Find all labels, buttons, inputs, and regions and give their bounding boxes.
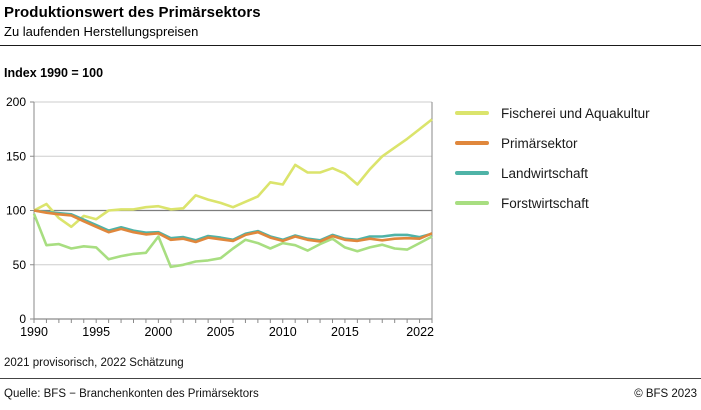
page-subtitle: Zu laufenden Herstellungspreisen [4, 24, 199, 39]
legend-item: Fischerei und Aquakultur [455, 98, 701, 128]
header-divider [0, 45, 701, 46]
chart-footnote: 2021 provisorisch, 2022 Schätzung [4, 357, 184, 369]
y-tick-label: 0 [19, 312, 26, 326]
x-tick-label: 2022 [406, 325, 434, 339]
legend-item: Forstwirtschaft [455, 188, 701, 218]
y-tick-label: 50 [13, 258, 27, 272]
x-tick-label: 2015 [331, 325, 359, 339]
x-tick-label: 1990 [20, 325, 48, 339]
footer-divider [0, 378, 701, 379]
x-tick-label: 2000 [144, 325, 172, 339]
series-line-1 [33, 118, 433, 229]
page-title: Produktionswert des Primärsektors [4, 4, 261, 21]
legend-label: Landwirtschaft [501, 165, 589, 181]
legend-line-swatch [455, 140, 489, 146]
chart-legend: Fischerei und Aquakultur Primärsektor Land… [455, 98, 701, 218]
legend-line-swatch [455, 110, 489, 116]
legend-line-swatch [455, 200, 489, 206]
copyright-note: © BFS 2023 [634, 388, 697, 400]
legend-label: Fischerei und Aquakultur [501, 105, 650, 121]
legend-line-swatch [455, 170, 489, 176]
y-tick-label: 150 [6, 149, 26, 163]
source-note: Quelle: BFS − Branchenkonten des Primärs… [4, 388, 259, 400]
legend-label: Primärsektor [501, 135, 578, 151]
series-line-4 [32, 213, 433, 269]
index-note: Index 1990 = 100 [4, 66, 104, 80]
x-tick-label: 2005 [207, 325, 235, 339]
chart-svg: 0 50 100 150 200 1990 1995 2000 2005 2010 2015 2022 [6, 95, 434, 339]
x-tick-label: 2010 [269, 325, 297, 339]
legend-item: Primärsektor [455, 128, 701, 158]
legend-label: Forstwirtschaft [501, 195, 589, 211]
y-tick-label: 200 [6, 95, 26, 109]
legend-item: Landwirtschaft [455, 158, 701, 188]
x-tick-label: 1995 [82, 325, 110, 339]
line-chart: 0 50 100 150 200 1990 1995 2000 2005 2010 2015 2022 [0, 95, 450, 345]
series-line-2 [33, 209, 433, 244]
y-tick-label: 100 [6, 204, 26, 218]
